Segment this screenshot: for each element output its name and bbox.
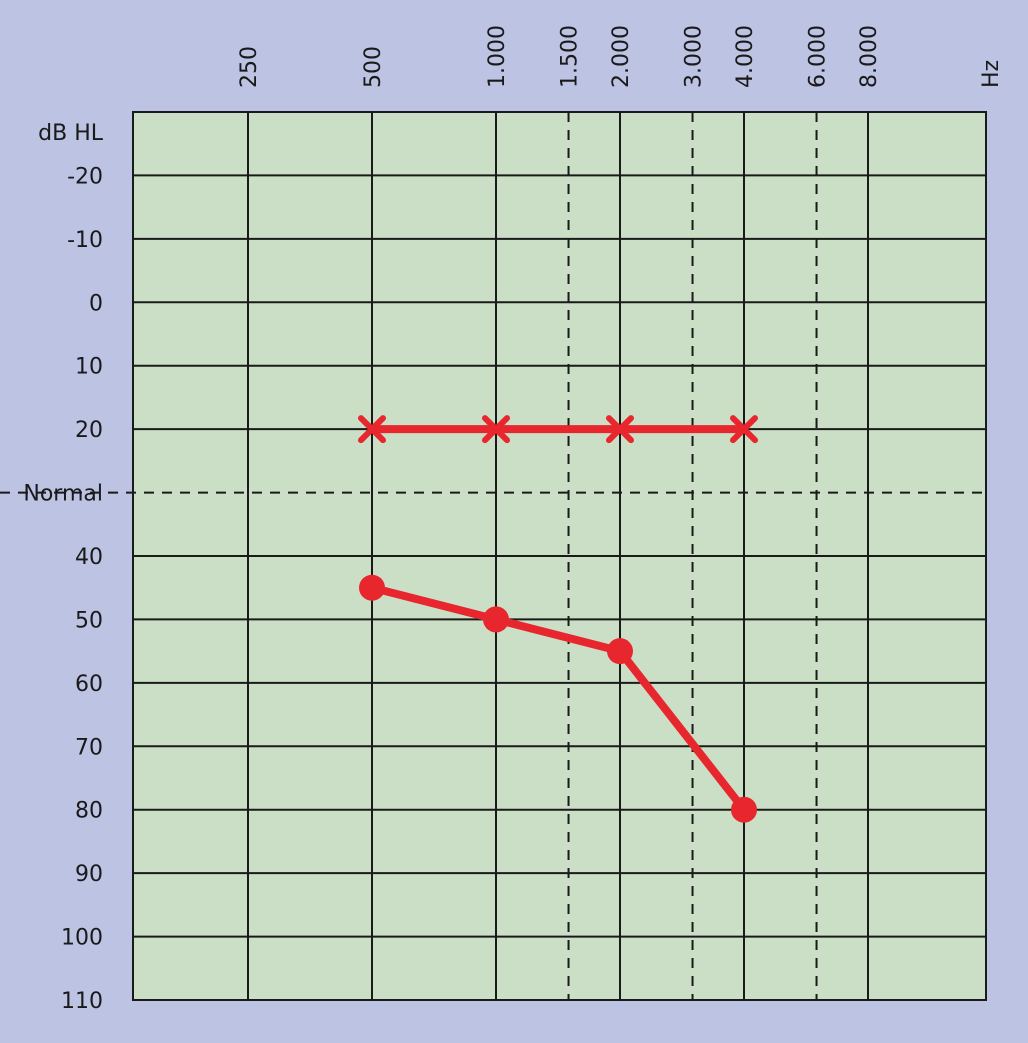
y-tick-label: 40	[75, 545, 103, 570]
y-tick-label: 50	[75, 608, 103, 633]
grid-lines	[0, 112, 986, 1001]
y-tick-label: 110	[61, 989, 103, 1014]
data-point-x-marker	[358, 415, 386, 444]
y-tick-label: -20	[67, 164, 103, 189]
data-point-x-marker	[606, 415, 634, 444]
x-tick-label: 4.000	[733, 25, 758, 88]
series-layer	[358, 415, 758, 823]
series-line	[368, 583, 748, 814]
y-tick-label: 80	[75, 799, 103, 824]
axis-labels: -20 -10 0 10 20 Normal 40 50 60 70 80 90 100 110 250 50…	[23, 25, 882, 1014]
y-tick-label: 10	[75, 355, 103, 380]
x-tick-label: 6.000	[806, 25, 831, 88]
data-point-x-marker	[482, 415, 510, 444]
data-point-circle-marker	[359, 574, 385, 601]
data-point-circle-marker	[607, 638, 633, 665]
y-tick-label: -10	[67, 228, 103, 253]
y-tick-label: 60	[75, 672, 103, 697]
x-tick-label: 500	[361, 46, 386, 88]
y-tick-label: 100	[61, 926, 103, 951]
data-point-circle-marker	[731, 796, 757, 823]
x-tick-label: 1.500	[558, 25, 583, 88]
data-point-circle-marker	[483, 606, 509, 633]
x-tick-label: 8.000	[857, 25, 882, 88]
y-tick-label: 0	[89, 291, 103, 316]
y-tick-label: 70	[75, 735, 103, 760]
x-axis-unit-label: Hz	[979, 60, 1004, 88]
y-tick-label: Normal	[23, 482, 103, 507]
y-axis-unit-label: dB HL	[38, 121, 104, 146]
x-tick-label: 2.000	[609, 25, 634, 88]
x-tick-label: 1.000	[485, 25, 510, 88]
data-point-x-marker	[730, 415, 758, 444]
y-tick-label: 90	[75, 862, 103, 887]
x-tick-label: 3.000	[682, 25, 707, 88]
y-tick-label: 20	[75, 418, 103, 443]
x-tick-label: 250	[237, 46, 262, 88]
